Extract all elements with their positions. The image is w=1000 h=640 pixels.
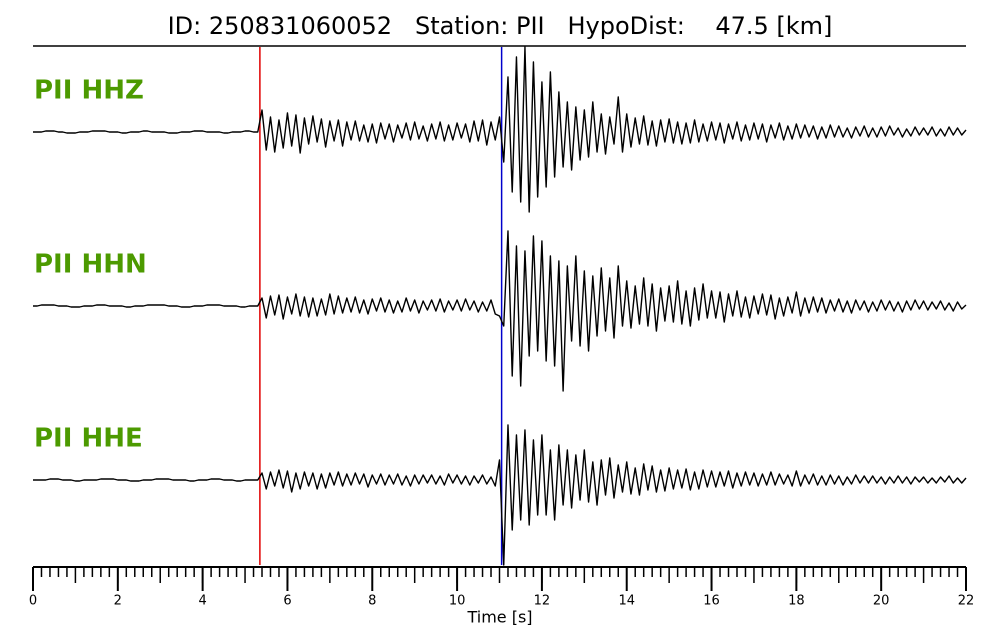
- x-tick-label: 16: [703, 594, 720, 609]
- x-tick-label: 6: [283, 594, 291, 609]
- x-tick-label: 14: [618, 594, 635, 609]
- x-tick-label: 4: [198, 594, 206, 609]
- channel-label: PII HHE: [34, 424, 143, 454]
- x-tick-label: 8: [368, 594, 376, 609]
- channel-label: PII HHN: [34, 250, 147, 280]
- chart-title: ID: 250831060052 Station: PII HypoDist: …: [168, 12, 833, 40]
- x-tick-label: 12: [534, 594, 551, 609]
- x-tick-label: 2: [114, 594, 122, 609]
- channel-label: PII HHZ: [34, 76, 144, 106]
- x-tick-label: 22: [958, 594, 975, 609]
- x-tick-label: 18: [788, 594, 805, 609]
- x-axis-label: Time [s]: [466, 608, 532, 627]
- waveform: [33, 46, 967, 213]
- x-tick-label: 20: [873, 594, 890, 609]
- waveform: [33, 424, 967, 566]
- x-tick-label: 10: [449, 594, 466, 609]
- x-tick-label: 0: [29, 594, 37, 609]
- waveform: [33, 230, 967, 392]
